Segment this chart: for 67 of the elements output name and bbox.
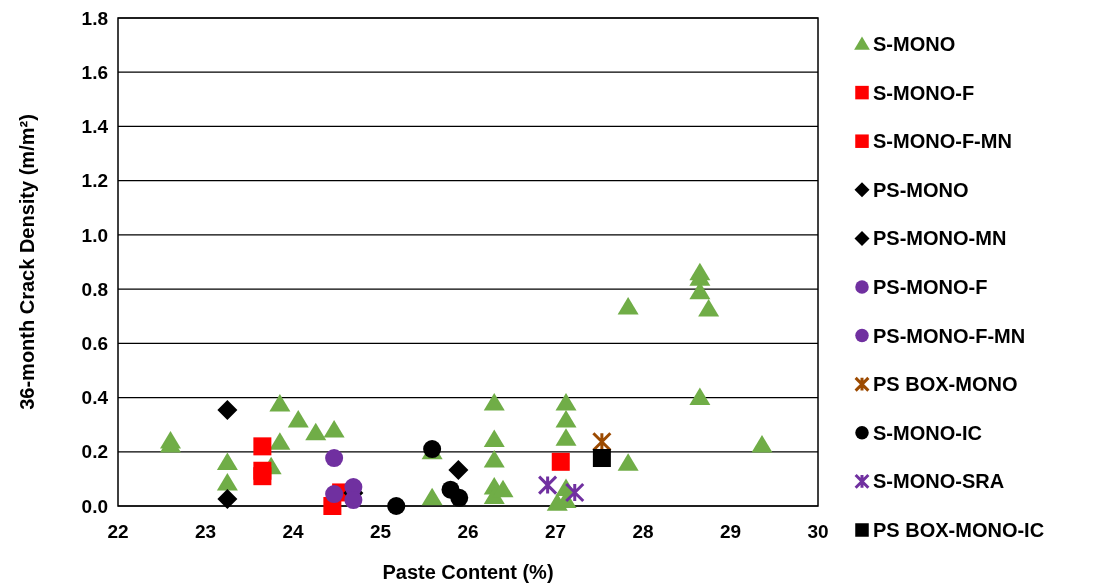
- y-tick-label: 0.4: [81, 387, 109, 409]
- point: [551, 452, 570, 471]
- legend-label: S-MONO: [873, 33, 956, 55]
- y-tick-label: 0.2: [81, 441, 108, 463]
- y-tick-label: 0.6: [81, 332, 108, 354]
- legend-label: S-MONO-F-MN: [873, 130, 1012, 153]
- point: [387, 497, 406, 515]
- point: [689, 387, 711, 406]
- point: [483, 392, 505, 411]
- legend-label: PS-MONO-F: [873, 276, 988, 298]
- y-tick-label: 1.6: [81, 61, 108, 83]
- point: [216, 452, 238, 471]
- point: [555, 410, 577, 428]
- legend-label: S-MONO-F: [873, 81, 975, 104]
- x-tick-label: 29: [719, 521, 742, 542]
- point: [448, 459, 469, 480]
- point: [617, 297, 639, 315]
- point: [287, 410, 309, 428]
- legend-label: PS BOX-MONO: [873, 373, 1018, 396]
- point: [698, 298, 720, 317]
- legend-label: PS BOX-MONO-IC: [873, 519, 1045, 541]
- x-tick-label: 30: [807, 521, 829, 542]
- point: [564, 482, 585, 503]
- x-tick-label: 25: [369, 521, 392, 542]
- point: [269, 432, 291, 450]
- point: [217, 400, 238, 421]
- x-tick-label: 23: [194, 521, 217, 542]
- legend-label: PS-MONO-MN: [873, 227, 1007, 250]
- y-tick-label: 1.8: [81, 7, 108, 29]
- point: [555, 392, 577, 411]
- point: [537, 475, 558, 496]
- legend-label: S-MONO-SRA: [873, 470, 1005, 493]
- legend-label: S-MONO-IC: [873, 421, 982, 444]
- x-tick-label: 24: [282, 521, 304, 542]
- point: [323, 420, 345, 438]
- point: [555, 428, 577, 446]
- point: [483, 429, 505, 448]
- x-tick-label: 22: [107, 521, 129, 542]
- point: [421, 487, 443, 506]
- point: [617, 453, 639, 471]
- y-tick-label: 0.8: [81, 278, 108, 300]
- y-tick-label: 1.4: [81, 116, 109, 138]
- x-tick-label: 28: [632, 521, 654, 542]
- point: [217, 488, 238, 509]
- point: [344, 491, 363, 510]
- point: [269, 394, 291, 412]
- point: [325, 485, 344, 504]
- point: [483, 449, 505, 468]
- point: [546, 493, 568, 511]
- y-axis-title: 36-month Crack Density (m/m²): [16, 114, 38, 410]
- y-tick-label: 0.0: [81, 495, 108, 517]
- legend-label: PS-MONO: [873, 178, 969, 201]
- x-tick-label: 26: [457, 521, 479, 542]
- point: [325, 449, 344, 468]
- point: [305, 422, 327, 441]
- x-axis-title: Paste Content (%): [382, 561, 554, 583]
- point: [253, 467, 272, 486]
- point: [751, 435, 773, 453]
- x-tick-label: 27: [544, 521, 567, 542]
- point: [450, 488, 469, 507]
- y-tick-label: 1.2: [81, 170, 108, 192]
- point: [253, 437, 272, 456]
- legend-label: PS-MONO-F-MN: [873, 324, 1026, 347]
- y-tick-label: 1.0: [81, 224, 108, 246]
- point: [591, 431, 612, 452]
- point: [592, 449, 611, 468]
- point: [216, 472, 238, 491]
